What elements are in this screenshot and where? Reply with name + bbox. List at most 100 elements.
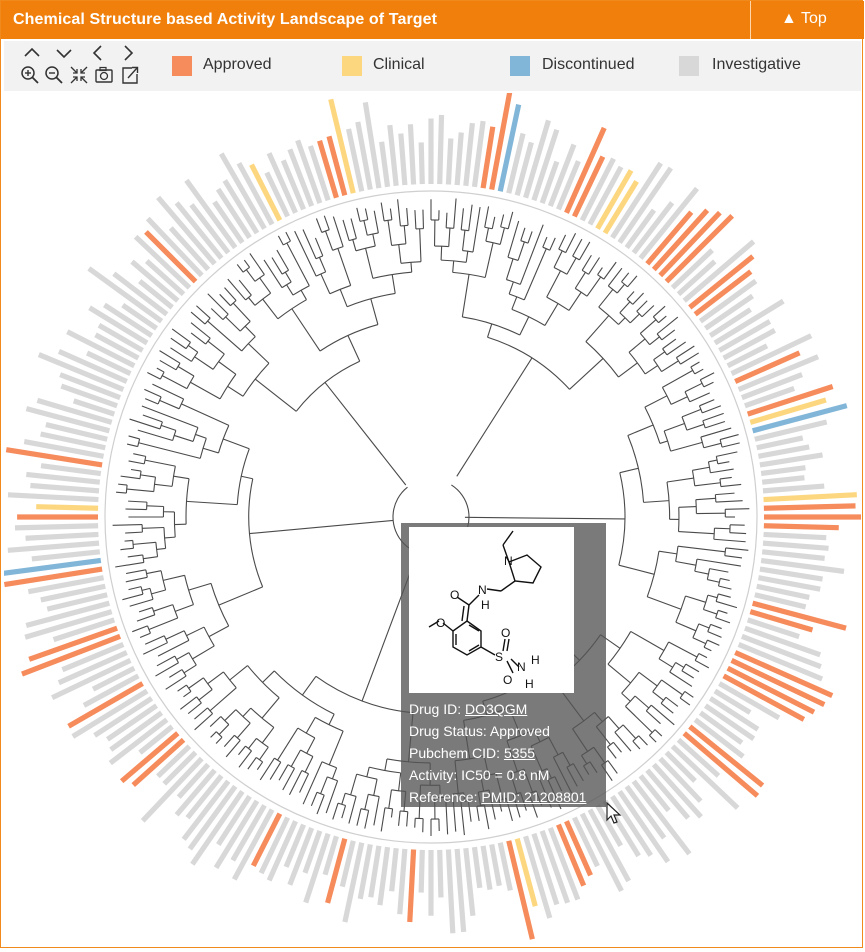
- activity-bar-investigative[interactable]: [708, 696, 760, 732]
- activity-bar-investigative[interactable]: [357, 843, 373, 900]
- activity-bar-approved[interactable]: [144, 230, 198, 284]
- activity-bar-investigative[interactable]: [37, 352, 125, 392]
- activity-bar-investigative[interactable]: [181, 779, 231, 841]
- activity-bar-investigative[interactable]: [216, 794, 252, 846]
- activity-bar-investigative[interactable]: [471, 846, 483, 889]
- activity-bar-investigative[interactable]: [145, 216, 204, 278]
- activity-bar-investigative[interactable]: [595, 804, 624, 847]
- activity-bar-investigative[interactable]: [280, 159, 306, 211]
- activity-bar-investigative[interactable]: [71, 688, 149, 739]
- activity-bar-investigative[interactable]: [190, 789, 245, 866]
- activity-bar-investigative[interactable]: [664, 750, 697, 783]
- chevron-up-icon[interactable]: [22, 43, 42, 63]
- activity-bar-clinical[interactable]: [36, 504, 99, 511]
- activity-bar-approved[interactable]: [564, 126, 607, 214]
- activity-bar-investigative[interactable]: [283, 823, 306, 868]
- activity-bar-investigative[interactable]: [547, 826, 581, 901]
- activity-bar-approved[interactable]: [763, 503, 856, 511]
- activity-bar-investigative[interactable]: [698, 278, 758, 324]
- activity-bar-investigative[interactable]: [162, 750, 198, 786]
- activity-bar-approved[interactable]: [564, 820, 593, 877]
- activity-bar-approved[interactable]: [734, 650, 834, 699]
- activity-bar-approved[interactable]: [506, 840, 535, 940]
- activity-bar-investigative[interactable]: [514, 141, 534, 197]
- activity-bar-investigative[interactable]: [763, 531, 827, 541]
- activity-bar-investigative[interactable]: [757, 575, 821, 592]
- activity-bar-investigative[interactable]: [489, 843, 502, 887]
- activity-bar-investigative[interactable]: [266, 820, 298, 882]
- activity-bar-approved[interactable]: [645, 210, 694, 266]
- activity-bar-investigative[interactable]: [445, 849, 456, 934]
- activity-bar-investigative[interactable]: [718, 681, 781, 721]
- activity-bar-investigative[interactable]: [322, 835, 339, 876]
- activity-bar-investigative[interactable]: [756, 583, 810, 600]
- activity-bar-investigative[interactable]: [744, 385, 796, 409]
- activity-bar-investigative[interactable]: [387, 124, 399, 187]
- activity-bar-investigative[interactable]: [25, 600, 111, 628]
- activity-bar-investigative[interactable]: [638, 774, 671, 813]
- activity-bar-approved[interactable]: [5, 447, 103, 468]
- activity-bar-investigative[interactable]: [759, 452, 823, 468]
- activity-bar-investigative[interactable]: [722, 328, 777, 361]
- activity-bar-investigative[interactable]: [703, 293, 755, 331]
- activity-bar-approved[interactable]: [763, 523, 839, 531]
- activity-bar-investigative[interactable]: [762, 540, 829, 551]
- activity-bar-investigative[interactable]: [368, 845, 382, 898]
- activity-bar-approved[interactable]: [572, 155, 606, 218]
- activity-bar-investigative[interactable]: [156, 195, 217, 266]
- activity-bar-investigative[interactable]: [418, 142, 425, 185]
- activity-bar-investigative[interactable]: [531, 832, 560, 906]
- activity-bar-investigative[interactable]: [266, 152, 298, 214]
- activity-bar-investigative[interactable]: [168, 226, 211, 272]
- activity-bar-investigative[interactable]: [27, 575, 105, 595]
- legend-label-investigative[interactable]: Investigative: [712, 56, 801, 73]
- activity-bar-investigative[interactable]: [463, 122, 475, 187]
- activity-bar-investigative[interactable]: [7, 540, 100, 553]
- activity-bar-investigative[interactable]: [762, 483, 825, 494]
- activity-bar-investigative[interactable]: [174, 768, 217, 817]
- activity-bar-investigative[interactable]: [302, 830, 323, 874]
- activity-bar-approved[interactable]: [556, 823, 587, 887]
- activity-bar-investigative[interactable]: [184, 178, 238, 250]
- activity-bar-investigative[interactable]: [264, 171, 290, 218]
- activity-bar-investigative[interactable]: [82, 673, 140, 708]
- activity-bar-investigative[interactable]: [587, 165, 624, 226]
- activity-bar-investigative[interactable]: [556, 160, 581, 211]
- activity-bar-investigative[interactable]: [437, 849, 444, 898]
- activity-bar-investigative[interactable]: [531, 128, 560, 202]
- back-to-top-button[interactable]: ▲ Top: [781, 10, 827, 28]
- activity-bar-investigative[interactable]: [7, 492, 99, 503]
- activity-bar-approved[interactable]: [28, 625, 118, 662]
- legend-label-clinical[interactable]: Clinical: [373, 56, 425, 73]
- activity-bar-investigative[interactable]: [754, 592, 807, 610]
- activity-bar-investigative[interactable]: [471, 120, 486, 188]
- activity-bar-investigative[interactable]: [40, 463, 102, 477]
- activity-bar-investigative[interactable]: [497, 842, 513, 891]
- activity-bar-approved[interactable]: [722, 673, 806, 722]
- activity-bar-approved[interactable]: [682, 731, 760, 798]
- activity-bar-investigative[interactable]: [215, 187, 252, 240]
- legend-label-approved[interactable]: Approved: [203, 56, 272, 73]
- activity-bar-investigative[interactable]: [303, 832, 331, 904]
- activity-bar-investigative[interactable]: [631, 201, 675, 255]
- activity-bar-investigative[interactable]: [737, 642, 824, 682]
- activity-bar-investigative[interactable]: [174, 201, 224, 260]
- pubchem-cid-link[interactable]: 5355: [503, 745, 536, 761]
- activity-bar-investigative[interactable]: [88, 305, 149, 346]
- activity-bar-investigative[interactable]: [61, 642, 125, 673]
- camera-icon[interactable]: [94, 65, 114, 85]
- activity-bar-investigative[interactable]: [480, 845, 493, 891]
- activity-bar-investigative[interactable]: [645, 768, 691, 820]
- activity-bar-investigative[interactable]: [287, 826, 315, 886]
- activity-bar-investigative[interactable]: [761, 475, 805, 485]
- activity-bar-investigative[interactable]: [658, 756, 703, 803]
- activity-bar-approved[interactable]: [480, 126, 496, 189]
- activity-bar-investigative[interactable]: [454, 848, 467, 933]
- activity-bar-investigative[interactable]: [579, 812, 624, 893]
- activity-bar-investigative[interactable]: [539, 830, 571, 904]
- activity-bar-investigative[interactable]: [130, 259, 180, 303]
- activity-bar-investigative[interactable]: [26, 471, 101, 485]
- drug-id-link[interactable]: DO3QGM: [465, 701, 528, 717]
- activity-bar-investigative[interactable]: [379, 141, 391, 188]
- activity-bar-investigative[interactable]: [25, 406, 111, 434]
